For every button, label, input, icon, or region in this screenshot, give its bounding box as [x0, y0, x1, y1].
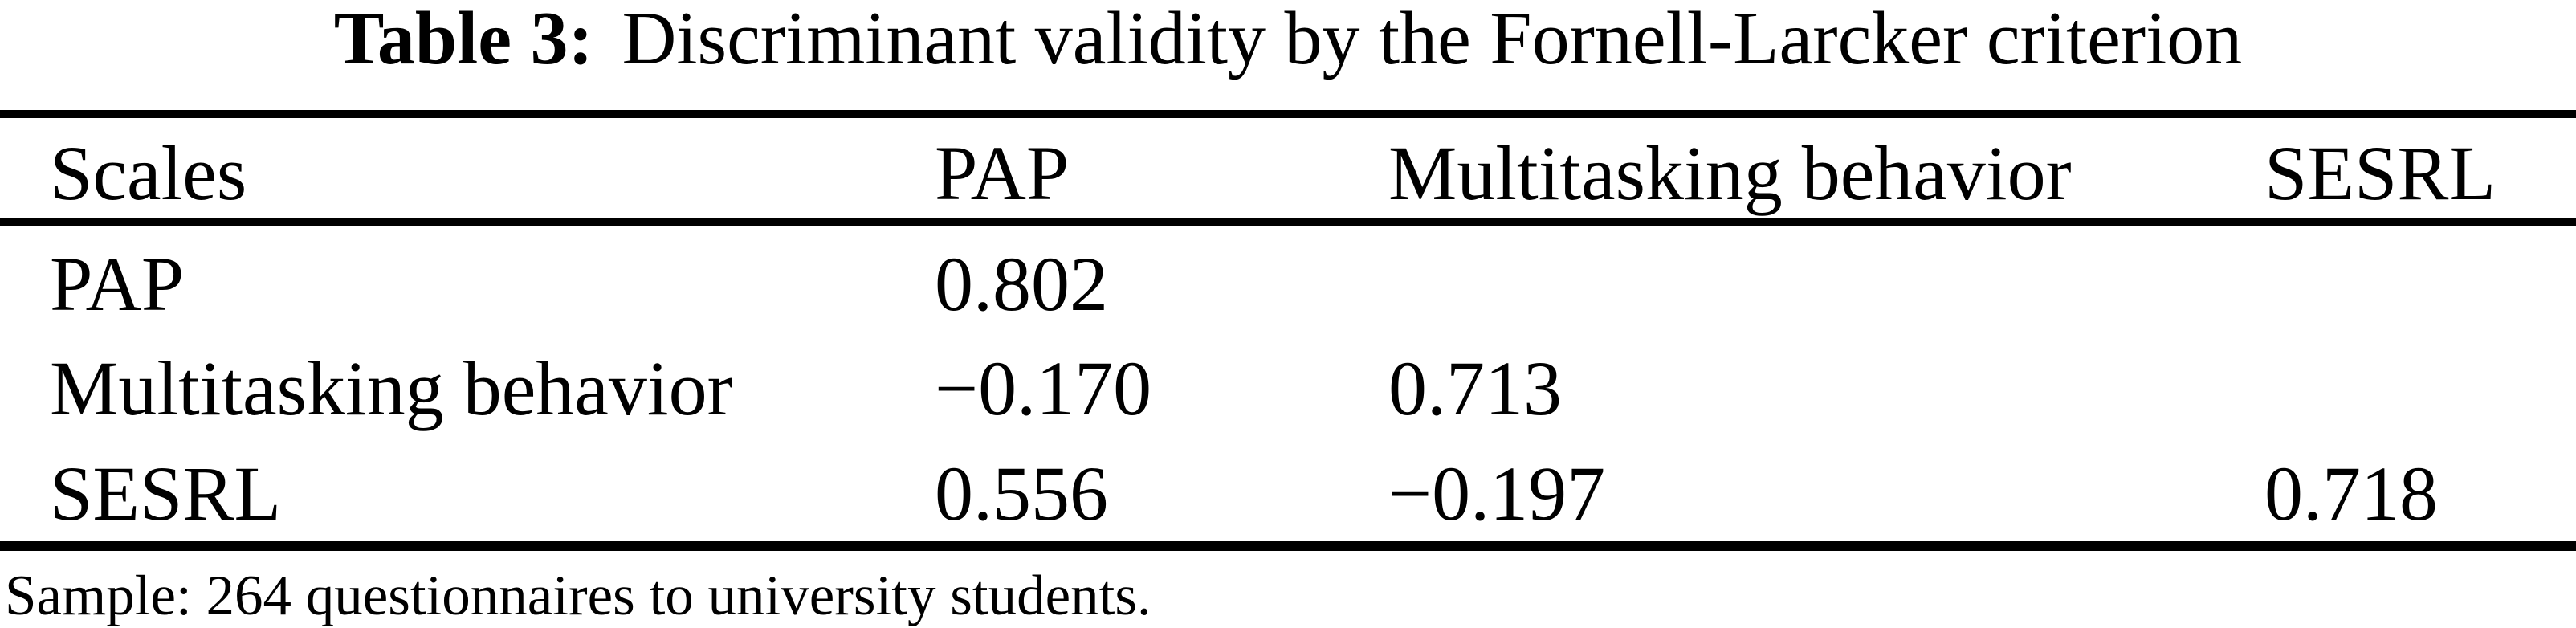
column-header-scales: Scales — [50, 129, 247, 216]
table-row-multitasking-behavior: Multitasking behavior −0.170 0.713 — [0, 332, 2576, 436]
cell-pap-pap: 0.802 — [935, 241, 1108, 328]
cell-multitasking-multitasking: 0.713 — [1388, 345, 1562, 432]
cell-pap-multitasking — [1388, 275, 2264, 284]
table-row-pap: PAP 0.802 — [0, 227, 2576, 332]
column-header-multitasking-behavior: Multitasking behavior — [1388, 129, 2072, 216]
table-caption-text: Discriminant validity by the Fornell-Lar… — [622, 0, 2243, 80]
cell-sesrl-sesrl: 0.718 — [2264, 450, 2438, 536]
cell-multitasking-pap: −0.170 — [935, 345, 1152, 432]
row-label: PAP — [50, 241, 185, 328]
column-header-sesrl: SESRL — [2264, 129, 2497, 216]
table-caption: Table 3: Discriminant validity by the For… — [0, 0, 2576, 84]
cell-sesrl-pap: 0.556 — [935, 450, 1108, 536]
column-header-pap: PAP — [935, 129, 1070, 216]
cell-pap-sesrl — [2264, 275, 2576, 284]
table-top-rule — [0, 110, 2576, 118]
row-label: Multitasking behavior — [50, 345, 733, 432]
row-label: SESRL — [50, 450, 282, 536]
table-footnote: Sample: 264 questionnaires to university… — [5, 565, 1151, 627]
table-body: PAP 0.802 Multitasking behavior −0.170 0… — [0, 227, 2576, 541]
cell-sesrl-multitasking: −0.197 — [1388, 450, 1606, 536]
table-header-rule — [0, 218, 2576, 226]
table-row-sesrl: SESRL 0.556 −0.197 0.718 — [0, 437, 2576, 541]
table-header-row: Scales PAP Multitasking behavior SESRL — [0, 118, 2576, 218]
table-caption-number: Table 3: — [333, 0, 593, 80]
cell-multitasking-sesrl — [2264, 379, 2576, 389]
table-bottom-rule — [0, 541, 2576, 551]
